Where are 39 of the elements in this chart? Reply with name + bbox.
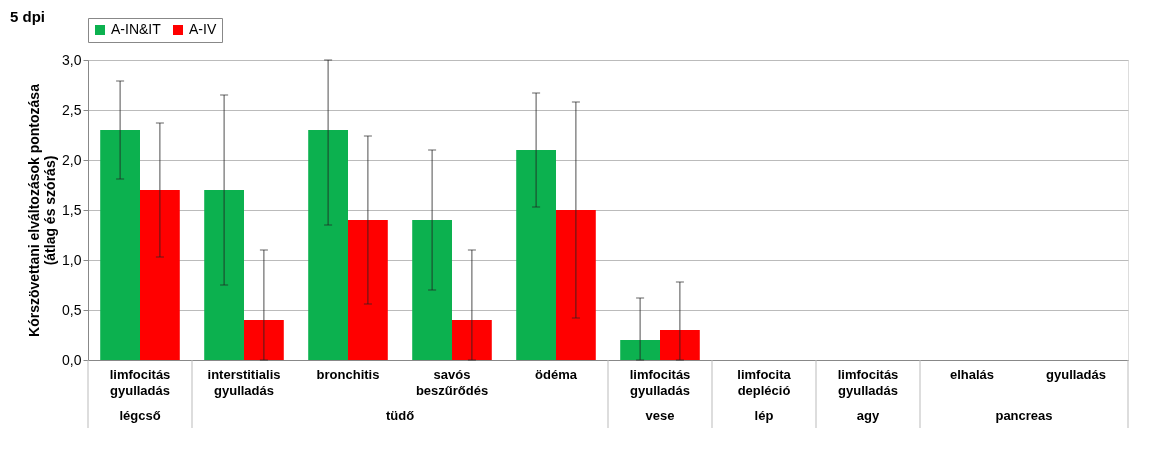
y-tick-label: 3,0 [62, 51, 82, 68]
x-tick-label: gyulladás [1046, 366, 1106, 382]
x-tick-label: limfocita depléció [737, 366, 792, 398]
text: lép [754, 408, 774, 423]
y-tick-label: 0,0 [62, 351, 82, 368]
bar [204, 190, 244, 360]
y-tick-label: 2,0 [62, 151, 82, 168]
y-tick-label: 1,0 [62, 251, 82, 268]
bar [452, 320, 492, 360]
bar [620, 340, 660, 360]
x-tick-label: ödéma [535, 366, 578, 382]
text: tüdő [385, 408, 415, 423]
x-tick-label: limfocitás gyulladás [629, 366, 691, 398]
x-tick-label: bronchitis [316, 366, 380, 382]
bar [556, 210, 596, 360]
bar [308, 130, 348, 360]
bar [412, 220, 452, 360]
legend-label: A-IV [189, 21, 217, 37]
x-tick-label: elhalás [949, 366, 995, 382]
bar [140, 190, 180, 360]
bar [660, 330, 700, 360]
legend-label: A-IN&IT [111, 21, 162, 37]
text: pancreas [995, 408, 1053, 423]
bar [348, 220, 388, 360]
y-axis-title: Kórszövettani elváltozások pontozása (átlag és szórás) [26, 83, 59, 337]
bar [516, 150, 556, 360]
y-tick-label: 0,5 [62, 301, 82, 318]
x-tick-label: savós beszűrődés [415, 366, 489, 398]
bar [100, 130, 140, 360]
y-tick-label: 2,5 [62, 101, 82, 118]
text: 5 dpi [10, 8, 46, 25]
x-tick-label: interstitialis gyulladás [207, 366, 281, 398]
text: agy [856, 408, 880, 423]
x-tick-label: limfocitás gyulladás [109, 366, 171, 398]
y-tick-label: 1,5 [62, 201, 82, 218]
text: légcső [119, 408, 161, 423]
x-tick-label: limfocitás gyulladás [837, 366, 899, 398]
text: vese [645, 408, 675, 423]
bar [244, 320, 284, 360]
